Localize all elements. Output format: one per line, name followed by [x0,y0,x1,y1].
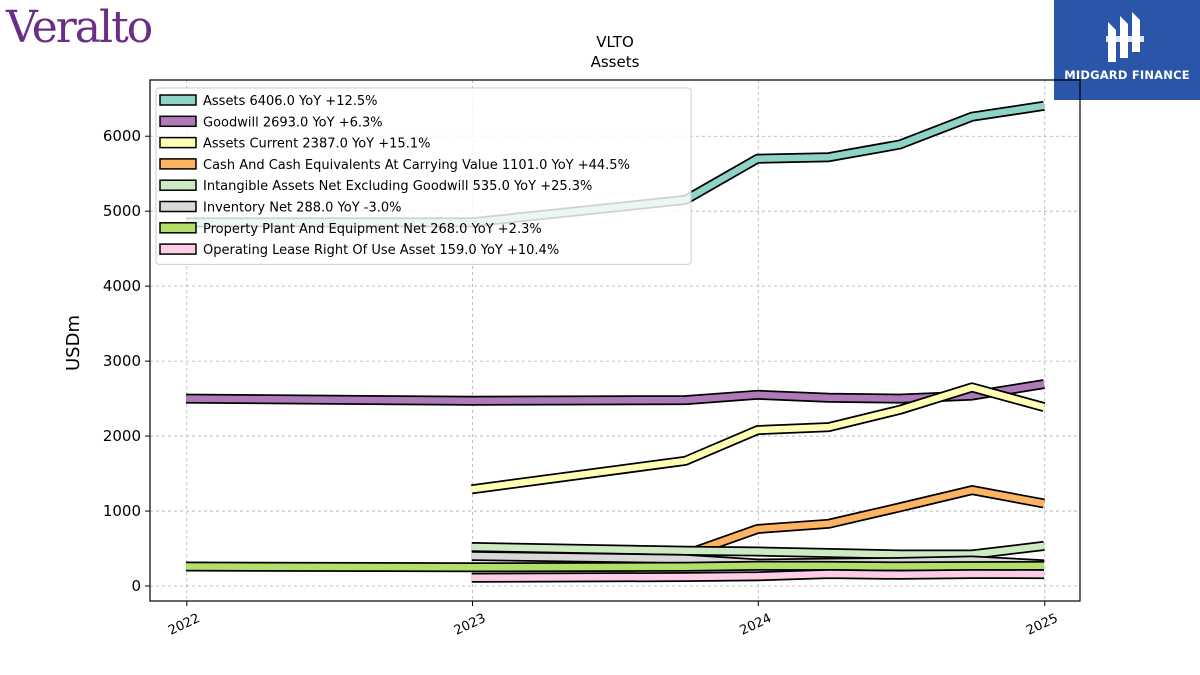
legend-swatch [159,158,197,170]
legend-entry: Goodwill 2693.0 YoY +6.3% [159,115,383,130]
y-tick-label: 5000 [103,202,141,220]
series-line [185,379,1045,406]
x-tick-label: 2023 [452,611,488,639]
series-line [471,540,1045,560]
x-tick-label: 2024 [738,611,774,639]
midgard-mark-icon [1106,12,1144,62]
company-logo: Veralto [6,2,153,53]
legend-swatch [159,115,197,128]
legend: Assets 6406.0 YoY +12.5% Goodwill 2693.0 … [155,87,692,265]
legend-label: Goodwill 2693.0 YoY +6.3% [203,115,383,130]
series-stroke [684,486,1045,558]
chart-title: VLTO [596,33,634,51]
y-tick-label: 1000 [103,502,141,520]
x-tick-label: 2022 [166,611,202,639]
legend-box [155,87,692,265]
legend-swatch [159,200,197,213]
brand-logo-box: MIDGARD FINANCE [1054,0,1200,100]
legend-label: Intangible Assets Net Excluding Goodwill… [203,179,592,194]
y-tick-label: 4000 [103,277,141,295]
legend-entry: Assets 6406.0 YoY +12.5% [159,94,378,109]
legend-label: Assets Current 2387.0 YoY +15.1% [203,137,430,152]
chart-subtitle: Assets [591,53,640,71]
y-tick-label: 0 [131,577,141,595]
legend-swatch [159,94,197,106]
brand-name: MIDGARD FINANCE [1064,68,1190,82]
y-axis: 0 1000 2000 3000 4000 5000 6000 [103,127,150,595]
legend-label: Operating Lease Right Of Use Asset 159.0… [203,243,559,258]
legend-entry: Assets Current 2387.0 YoY +15.1% [159,136,430,152]
y-tick-label: 2000 [103,427,141,445]
y-axis-label: USDm [63,315,84,371]
series-outline [683,485,1045,560]
legend-swatch [159,179,197,191]
series-line [471,382,1046,495]
series-stroke [471,542,1045,558]
legend-swatch [159,222,197,234]
series-line [471,569,1045,583]
legend-label: Cash And Cash Equivalents At Carrying Va… [203,158,630,173]
legend-label: Assets 6406.0 YoY +12.5% [203,94,378,109]
series-stroke [471,570,1045,582]
series-stroke [471,384,1045,493]
x-axis: 2022 2023 2024 2025 [166,601,1060,639]
legend-swatch [159,136,197,149]
series-stroke [185,380,1045,405]
legend-swatch [159,243,197,255]
legend-entry: Intangible Assets Net Excluding Goodwill… [159,179,592,194]
legend-label: Property Plant And Equipment Net 268.0 Y… [203,222,542,237]
plot-frame [149,79,1081,602]
series-line [185,560,1045,573]
legend-entry: Inventory Net 288.0 YoY -3.0% [159,200,402,216]
series-stroke [185,562,1045,571]
y-tick-label: 3000 [103,352,141,370]
legend-entry: Cash And Cash Equivalents At Carrying Va… [159,158,630,173]
legend-entry: Property Plant And Equipment Net 268.0 Y… [159,222,542,237]
series-line [683,485,1045,560]
x-tick-label: 2025 [1024,611,1060,639]
legend-entry: Operating Lease Right Of Use Asset 159.0… [159,243,559,258]
legend-label: Inventory Net 288.0 YoY -3.0% [203,201,402,216]
y-tick-label: 6000 [103,127,141,145]
